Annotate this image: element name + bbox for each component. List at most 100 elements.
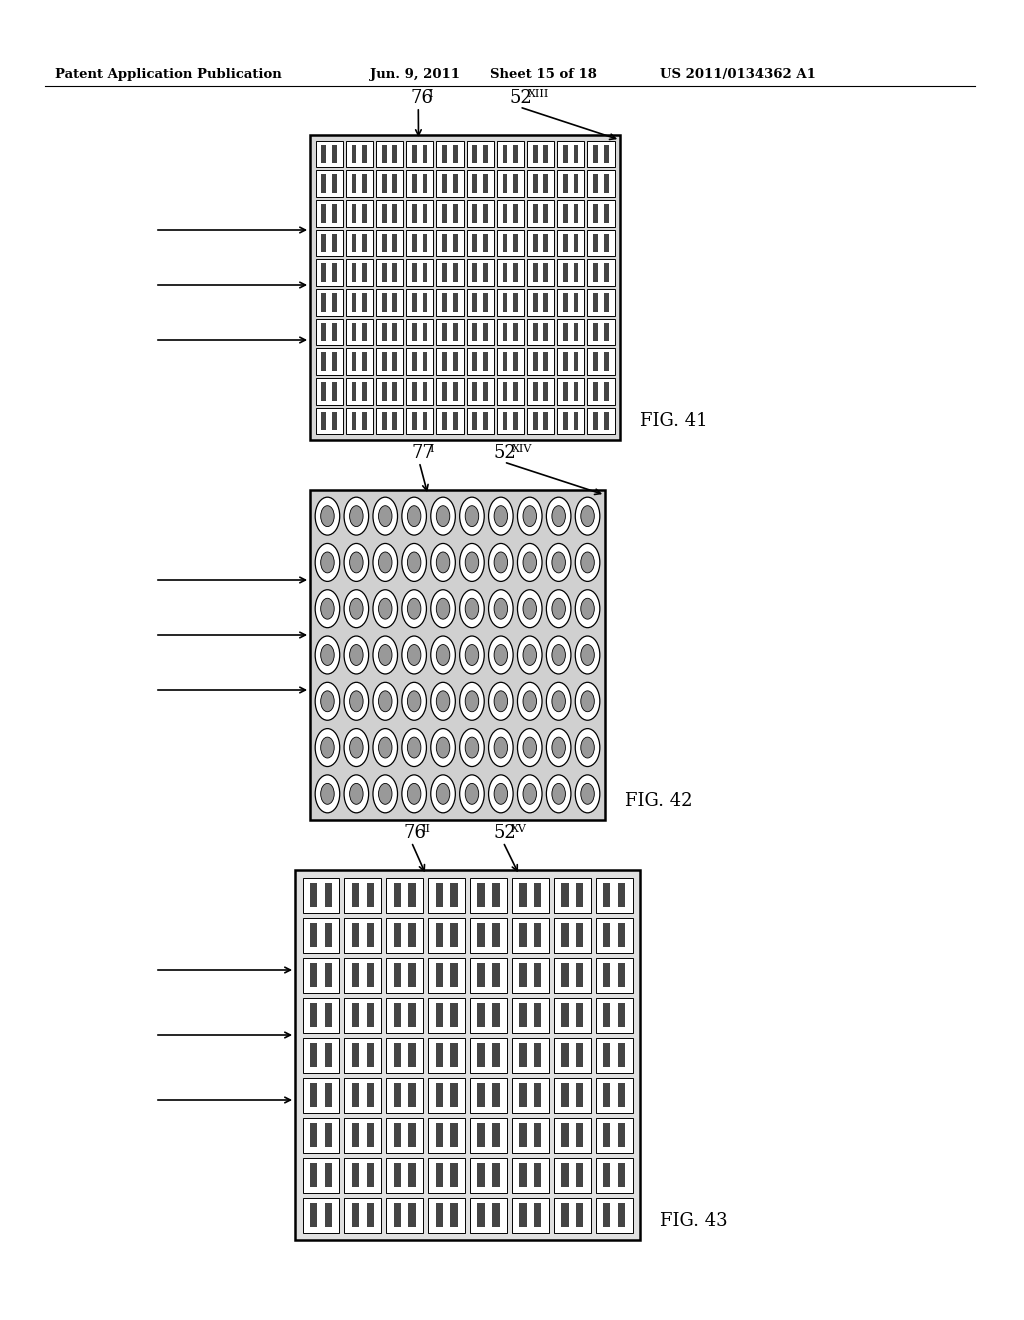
Bar xyxy=(503,174,508,193)
Bar xyxy=(557,199,585,227)
Bar xyxy=(392,144,397,164)
Bar xyxy=(442,263,447,282)
Bar xyxy=(544,174,548,193)
Bar xyxy=(493,1003,500,1027)
Ellipse shape xyxy=(344,590,369,628)
Ellipse shape xyxy=(575,682,600,721)
Bar xyxy=(423,203,427,223)
Bar xyxy=(386,1077,423,1113)
Bar xyxy=(367,1003,374,1027)
Bar xyxy=(532,352,538,371)
Bar xyxy=(470,1038,507,1072)
Ellipse shape xyxy=(547,636,571,675)
Bar xyxy=(367,1123,374,1147)
Bar xyxy=(575,1043,584,1067)
Bar xyxy=(467,348,494,375)
Bar xyxy=(477,1043,484,1067)
Bar xyxy=(453,293,458,312)
Bar xyxy=(575,964,584,987)
Bar xyxy=(588,259,614,286)
Bar xyxy=(603,1084,610,1107)
Bar xyxy=(302,1077,339,1113)
Bar xyxy=(412,174,417,193)
Bar xyxy=(393,1003,401,1027)
Ellipse shape xyxy=(575,636,600,675)
Bar xyxy=(392,174,397,193)
Bar xyxy=(382,263,387,282)
Bar xyxy=(467,230,494,256)
Bar xyxy=(477,883,484,907)
Bar xyxy=(527,230,554,256)
Bar xyxy=(412,203,417,223)
Bar xyxy=(493,883,500,907)
Bar xyxy=(423,352,427,371)
Bar xyxy=(376,230,403,256)
Ellipse shape xyxy=(581,644,594,665)
Bar xyxy=(519,923,526,946)
Bar xyxy=(315,259,343,286)
Ellipse shape xyxy=(321,737,334,758)
Ellipse shape xyxy=(431,636,456,675)
Ellipse shape xyxy=(349,690,364,711)
Bar xyxy=(346,170,373,197)
Bar xyxy=(557,170,585,197)
Bar xyxy=(497,140,524,168)
Bar xyxy=(527,259,554,286)
Bar xyxy=(497,289,524,315)
Bar xyxy=(544,263,548,282)
Ellipse shape xyxy=(517,498,542,535)
Ellipse shape xyxy=(547,775,571,813)
Bar xyxy=(512,1158,549,1192)
Bar xyxy=(362,174,367,193)
Bar xyxy=(367,883,374,907)
Bar xyxy=(575,1084,584,1107)
Bar xyxy=(493,1084,500,1107)
Bar xyxy=(493,1163,500,1187)
Bar xyxy=(362,381,367,401)
Ellipse shape xyxy=(465,506,478,527)
Text: XIII: XIII xyxy=(527,88,549,99)
Bar xyxy=(593,203,598,223)
Ellipse shape xyxy=(431,775,456,813)
Bar xyxy=(412,381,417,401)
Ellipse shape xyxy=(373,636,397,675)
Bar xyxy=(544,352,548,371)
Ellipse shape xyxy=(401,775,426,813)
Bar xyxy=(557,378,585,405)
Bar xyxy=(493,1043,500,1067)
Ellipse shape xyxy=(517,682,542,721)
Bar xyxy=(409,1084,416,1107)
Ellipse shape xyxy=(488,775,513,813)
Bar xyxy=(332,322,337,342)
Bar xyxy=(497,170,524,197)
Bar xyxy=(302,1038,339,1072)
Ellipse shape xyxy=(488,590,513,628)
Bar xyxy=(295,870,640,1239)
Bar xyxy=(575,1203,584,1226)
Ellipse shape xyxy=(401,636,426,675)
Bar xyxy=(544,234,548,252)
Ellipse shape xyxy=(460,682,484,721)
Ellipse shape xyxy=(465,644,478,665)
Bar xyxy=(407,348,433,375)
Bar xyxy=(409,1203,416,1226)
Bar xyxy=(382,174,387,193)
Bar xyxy=(436,199,464,227)
Bar xyxy=(544,293,548,312)
Bar xyxy=(617,1003,625,1027)
Ellipse shape xyxy=(344,682,369,721)
Bar xyxy=(604,234,608,252)
Ellipse shape xyxy=(552,644,565,665)
Bar xyxy=(483,412,487,430)
Bar xyxy=(315,318,343,346)
Bar xyxy=(544,322,548,342)
Bar xyxy=(322,322,327,342)
Bar xyxy=(382,293,387,312)
Ellipse shape xyxy=(321,783,334,804)
Bar xyxy=(376,170,403,197)
Bar xyxy=(442,144,447,164)
Ellipse shape xyxy=(460,498,484,535)
Ellipse shape xyxy=(581,506,594,527)
Bar xyxy=(409,964,416,987)
Bar xyxy=(588,348,614,375)
